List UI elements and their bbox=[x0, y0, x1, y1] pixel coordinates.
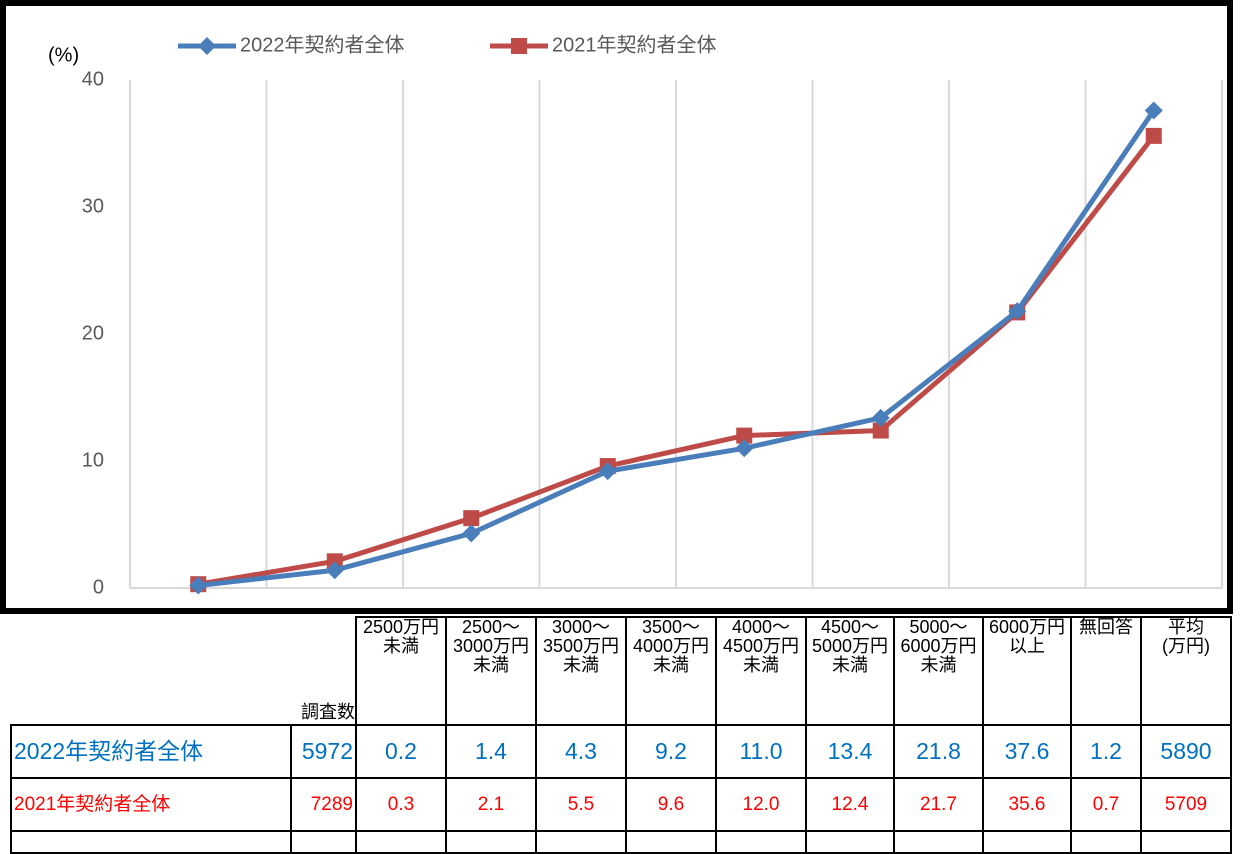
data-cell: 21.7 bbox=[893, 777, 984, 832]
data-cell: 0.3 bbox=[355, 777, 447, 832]
empty-cell bbox=[715, 830, 807, 854]
empty-cell bbox=[805, 830, 895, 854]
legend-label: 2021年契約者全体 bbox=[552, 33, 717, 56]
y-tick-label: 0 bbox=[93, 576, 104, 598]
header-cell: 6000万円 以上 bbox=[982, 616, 1072, 726]
point-marker bbox=[872, 422, 889, 439]
data-cell: 7289 bbox=[290, 777, 357, 832]
point-marker bbox=[189, 576, 208, 595]
legend-label: 2022年契約者全体 bbox=[240, 33, 405, 56]
table-row bbox=[10, 830, 1232, 854]
chart-frame bbox=[0, 0, 1233, 614]
table-row: 2021年契約者全体 7289 0.3 2.1 5.5 9.6 12.0 12.4 21.7 35… bbox=[10, 777, 1232, 832]
data-cell: 0.2 bbox=[355, 724, 447, 779]
data-cell: 5890 bbox=[1140, 724, 1232, 779]
empty-cell bbox=[625, 830, 717, 854]
chart: (%) 0 10 20 30 40 2022年契約者全体 2021年契約者全体 bbox=[0, 0, 1233, 614]
data-cell: 9.2 bbox=[625, 724, 717, 779]
y-tick-label: 10 bbox=[82, 449, 104, 471]
data-cell: 35.6 bbox=[982, 777, 1072, 832]
data-cell: 1.4 bbox=[445, 724, 537, 779]
point-marker bbox=[1145, 127, 1162, 144]
data-cell: 1.2 bbox=[1070, 724, 1142, 779]
data-cell: 12.4 bbox=[805, 777, 895, 832]
header-cell bbox=[11, 617, 291, 726]
header-cell: 4500～ 5000万円 未満 bbox=[805, 616, 895, 726]
empty-cell bbox=[982, 830, 1072, 854]
empty-cell bbox=[10, 830, 292, 854]
header-cell: 無回答 bbox=[1070, 616, 1142, 726]
data-cell: 12.0 bbox=[715, 777, 807, 832]
y-tick-label: 40 bbox=[82, 68, 104, 90]
data-cell: 2.1 bbox=[445, 777, 537, 832]
data-cell: 37.6 bbox=[982, 724, 1072, 779]
y-tick-label: 30 bbox=[82, 195, 104, 217]
data-cell: 4.3 bbox=[535, 724, 627, 779]
data-cell: 5.5 bbox=[535, 777, 627, 832]
data-table: 調査数 2500万円 未満 2500～ 3000万円 未満 3000～ 3500万円 … bbox=[10, 616, 1232, 854]
point-marker bbox=[735, 439, 754, 458]
empty-cell bbox=[535, 830, 627, 854]
y-axis-label: (%) bbox=[48, 44, 79, 66]
empty-cell bbox=[290, 830, 357, 854]
point-marker bbox=[736, 427, 753, 444]
data-cell: 9.6 bbox=[625, 777, 717, 832]
data-cell: 5972 bbox=[290, 724, 357, 779]
point-marker bbox=[871, 408, 890, 427]
header-cell: 5000～ 6000万円 未満 bbox=[893, 616, 984, 726]
point-marker bbox=[1144, 101, 1163, 120]
table-row: 調査数 2500万円 未満 2500～ 3000万円 未満 3000～ 3500万円 … bbox=[11, 616, 1232, 726]
series-line bbox=[197, 109, 1156, 588]
header-cell: 2500万円 未満 bbox=[355, 616, 447, 726]
y-tick-label: 20 bbox=[82, 322, 104, 344]
header-cell: 平均 (万円) bbox=[1140, 616, 1232, 726]
empty-cell bbox=[1070, 830, 1142, 854]
point-marker bbox=[325, 561, 344, 580]
header-cell: 3000～ 3500万円 未満 bbox=[535, 616, 627, 726]
legend-marker bbox=[198, 37, 216, 55]
table-row: 2022年契約者全体 5972 0.2 1.4 4.3 9.2 11.0 13.4 21.8 37… bbox=[10, 724, 1232, 779]
point-marker bbox=[598, 462, 617, 481]
series-line bbox=[197, 134, 1156, 587]
empty-cell bbox=[893, 830, 984, 854]
header-cell: 3500～ 4000万円 未満 bbox=[625, 616, 717, 726]
point-marker bbox=[463, 510, 480, 527]
empty-cell bbox=[445, 830, 537, 854]
row-label: 2022年契約者全体 bbox=[10, 724, 292, 779]
row-label: 2021年契約者全体 bbox=[10, 777, 292, 832]
header-cell: 調査数 bbox=[291, 617, 357, 726]
data-cell: 5709 bbox=[1140, 777, 1232, 832]
point-marker bbox=[462, 524, 481, 543]
data-cell: 21.8 bbox=[893, 724, 984, 779]
data-cell: 13.4 bbox=[805, 724, 895, 779]
data-cell: 0.7 bbox=[1070, 777, 1142, 832]
header-cell: 2500～ 3000万円 未満 bbox=[445, 616, 537, 726]
empty-cell bbox=[355, 830, 447, 854]
data-cell: 11.0 bbox=[715, 724, 807, 779]
empty-cell bbox=[1140, 830, 1232, 854]
legend-marker bbox=[511, 38, 527, 54]
point-marker bbox=[1008, 302, 1027, 321]
header-cell: 4000～ 4500万円 未満 bbox=[715, 616, 807, 726]
